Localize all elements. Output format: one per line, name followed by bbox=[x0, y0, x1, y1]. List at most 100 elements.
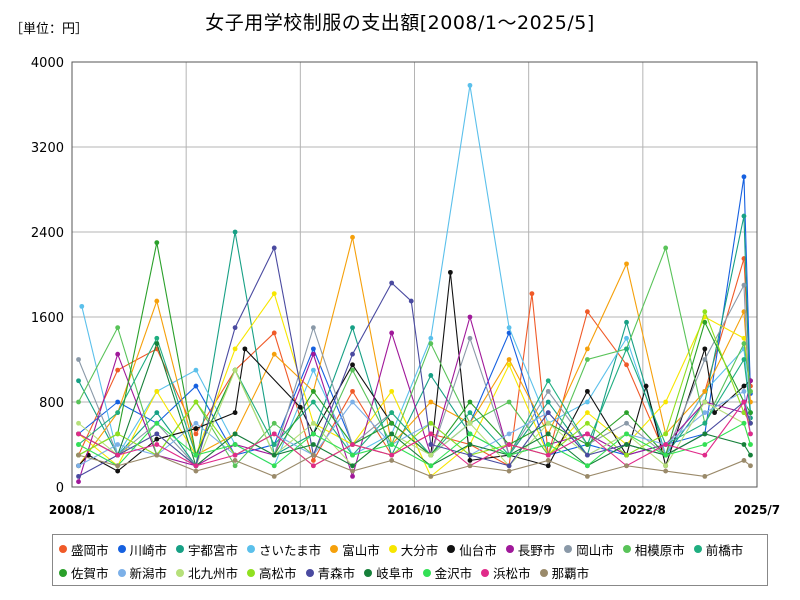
legend-label: 川崎市 bbox=[129, 542, 168, 558]
data-point bbox=[350, 399, 355, 405]
legend-label: 那覇市 bbox=[551, 566, 590, 581]
data-point bbox=[154, 298, 160, 304]
y-tick-label: 0 bbox=[56, 481, 64, 496]
data-point bbox=[506, 357, 512, 362]
data-point bbox=[545, 378, 551, 384]
data-point bbox=[663, 431, 669, 437]
data-point bbox=[467, 431, 473, 437]
data-point bbox=[232, 410, 238, 416]
data-point bbox=[584, 431, 590, 437]
legend-item: 宇都宮市 bbox=[176, 539, 238, 559]
data-point bbox=[389, 452, 395, 458]
data-point bbox=[428, 399, 434, 405]
data-point bbox=[584, 357, 590, 362]
legend-item: 佐賀市 bbox=[59, 563, 109, 583]
data-point bbox=[389, 280, 395, 286]
data-point bbox=[702, 346, 708, 352]
data-point bbox=[310, 431, 316, 437]
data-point bbox=[545, 458, 551, 463]
data-point bbox=[702, 452, 708, 458]
data-point bbox=[702, 357, 708, 362]
data-point bbox=[748, 463, 753, 469]
legend-marker-icon bbox=[247, 545, 256, 553]
data-point bbox=[702, 319, 708, 325]
data-point bbox=[115, 367, 121, 373]
legend-marker-icon bbox=[447, 545, 456, 553]
legend-marker-icon bbox=[539, 568, 548, 577]
data-point bbox=[741, 174, 747, 180]
y-tick-label: 4000 bbox=[31, 56, 64, 71]
legend-label: 浜松市 bbox=[493, 566, 531, 581]
data-point bbox=[350, 367, 355, 373]
data-point bbox=[408, 298, 414, 304]
data-point bbox=[350, 234, 355, 240]
data-point bbox=[310, 452, 316, 458]
data-point bbox=[76, 357, 81, 362]
data-point bbox=[350, 442, 355, 447]
data-point bbox=[350, 362, 355, 368]
data-point bbox=[428, 373, 434, 378]
data-point bbox=[467, 420, 473, 426]
data-point bbox=[154, 335, 160, 341]
data-point bbox=[350, 468, 355, 474]
data-point bbox=[702, 410, 708, 416]
legend-marker-icon bbox=[117, 545, 126, 553]
data-point bbox=[506, 399, 512, 405]
data-point bbox=[232, 452, 238, 458]
data-point bbox=[748, 442, 753, 447]
data-point bbox=[584, 346, 590, 352]
data-point bbox=[389, 458, 395, 463]
data-point bbox=[428, 473, 434, 479]
data-point bbox=[624, 261, 629, 267]
data-point bbox=[663, 399, 669, 405]
data-point bbox=[741, 282, 747, 288]
data-point bbox=[741, 335, 747, 341]
legend-label: 仙台市 bbox=[459, 542, 497, 558]
data-point bbox=[154, 410, 160, 416]
data-point bbox=[193, 367, 199, 373]
data-point bbox=[624, 410, 629, 416]
legend-label: 岡山市 bbox=[576, 542, 614, 558]
data-point bbox=[545, 388, 551, 394]
data-point bbox=[350, 473, 355, 479]
data-point bbox=[310, 458, 316, 463]
data-point bbox=[741, 458, 747, 463]
x-tick-label: 2025/7 bbox=[734, 503, 780, 517]
legend-label: 相模原市 bbox=[634, 542, 685, 558]
data-point bbox=[506, 452, 512, 458]
data-point bbox=[154, 436, 160, 442]
data-point bbox=[232, 463, 238, 469]
legend-item: 相模原市 bbox=[622, 539, 685, 559]
legend-marker-icon bbox=[364, 568, 373, 577]
data-point bbox=[748, 431, 753, 437]
data-point bbox=[702, 388, 708, 394]
data-point bbox=[447, 269, 453, 275]
data-point bbox=[748, 452, 753, 458]
data-point bbox=[76, 442, 81, 447]
legend-label: 岐阜市 bbox=[376, 566, 414, 581]
data-point bbox=[428, 335, 434, 341]
data-point bbox=[389, 420, 395, 426]
data-point bbox=[193, 463, 199, 469]
data-point bbox=[115, 410, 121, 416]
data-point bbox=[467, 314, 473, 320]
x-tick-label: 2022/8 bbox=[620, 503, 666, 517]
data-point bbox=[232, 229, 238, 235]
data-point bbox=[193, 431, 199, 437]
legend-label: 盛岡市 bbox=[71, 542, 109, 558]
data-point bbox=[741, 388, 747, 394]
legend-marker-icon bbox=[247, 568, 256, 577]
legend-marker-icon bbox=[422, 568, 431, 577]
data-point bbox=[310, 442, 316, 447]
legend-label: 長野市 bbox=[517, 542, 556, 558]
legend-item: 青森市 bbox=[305, 563, 356, 583]
legend-marker-icon bbox=[176, 568, 185, 577]
data-point bbox=[702, 442, 708, 447]
data-point bbox=[702, 420, 708, 426]
data-point bbox=[154, 388, 160, 394]
legend-label: 青森市 bbox=[317, 566, 356, 581]
data-point bbox=[271, 473, 277, 479]
data-point bbox=[310, 351, 316, 357]
data-point bbox=[506, 362, 512, 368]
data-point bbox=[271, 245, 277, 251]
